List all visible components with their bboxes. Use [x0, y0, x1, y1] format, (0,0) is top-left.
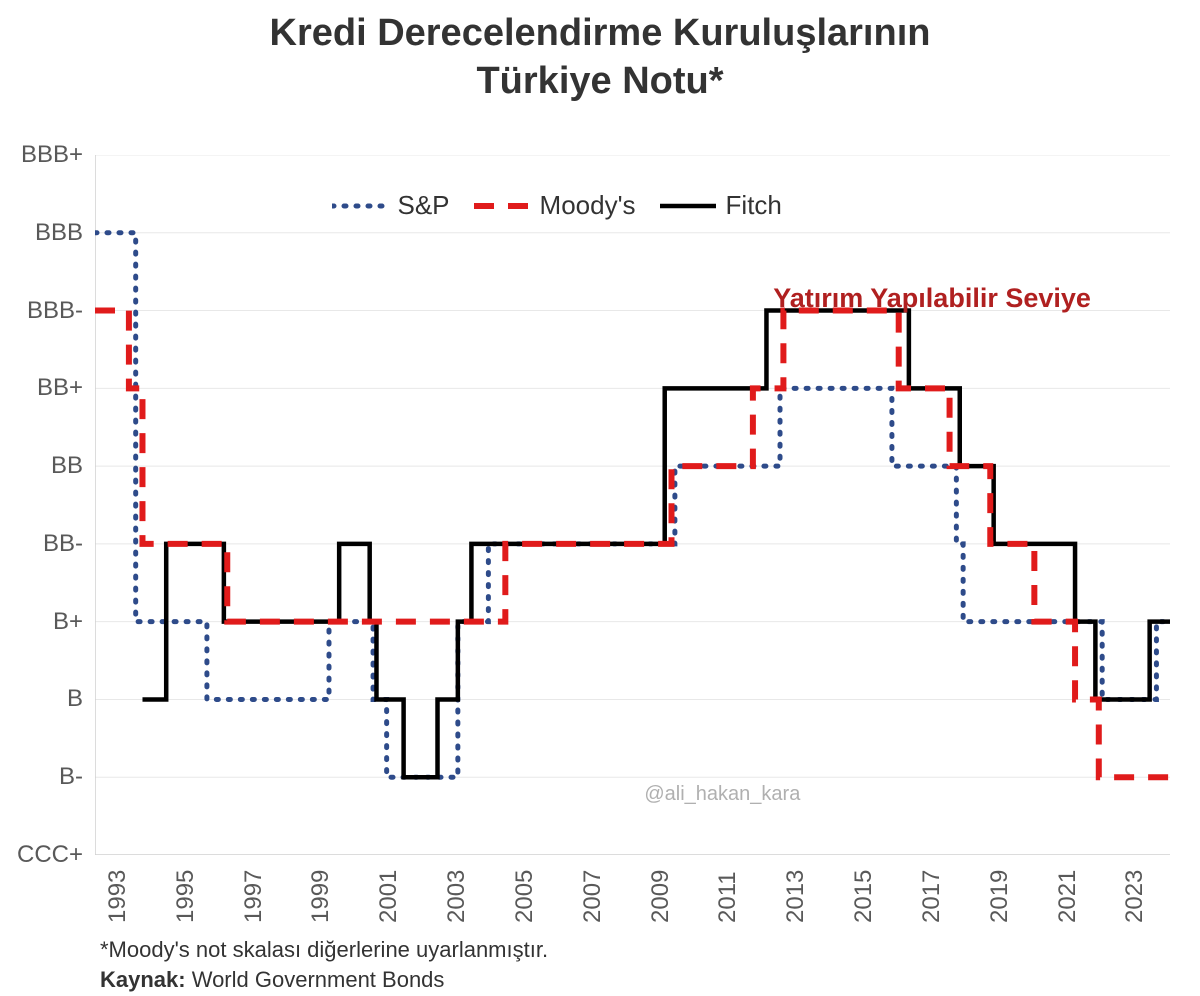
series-sp — [95, 233, 1170, 777]
footnote-moodys-scale: *Moody's not skalası diğerlerine uyarlan… — [100, 937, 548, 963]
y-tick-label: BB- — [0, 530, 83, 558]
legend-swatch-sp — [332, 199, 388, 213]
y-tick-label: B- — [0, 763, 83, 791]
y-tick-label: BBB — [0, 219, 83, 247]
chart-container: Kredi Derecelendirme Kuruluşlarının Türk… — [0, 0, 1200, 996]
chart-title: Kredi Derecelendirme Kuruluşlarının Türk… — [0, 10, 1200, 105]
title-line-1: Kredi Derecelendirme Kuruluşlarının — [270, 12, 931, 54]
x-tick-label: 2003 — [443, 870, 471, 923]
x-tick-label: 1997 — [240, 870, 268, 923]
x-tick-label: 2015 — [850, 870, 878, 923]
watermark: @ali_hakan_kara — [644, 783, 800, 806]
x-tick-label: 2005 — [511, 870, 539, 923]
legend-item-sp: S&P — [332, 190, 450, 221]
x-tick-label: 2001 — [375, 870, 403, 923]
x-tick-label: 2007 — [579, 870, 607, 923]
y-tick-label: BB+ — [0, 374, 83, 402]
x-tick-label: 2019 — [986, 870, 1014, 923]
investment-grade-annotation: Yatırım Yapılabilir Seviye — [773, 283, 1091, 314]
x-tick-label: 1993 — [104, 870, 132, 923]
title-line-2: Türkiye Notu* — [476, 60, 723, 102]
x-tick-label: 2013 — [782, 870, 810, 923]
y-tick-label: B — [0, 685, 83, 713]
legend-swatch-fitch — [660, 199, 716, 213]
x-tick-label: 2009 — [647, 870, 675, 923]
source-label: Kaynak: — [100, 967, 186, 992]
y-tick-label: BBB- — [0, 297, 83, 325]
legend-item-fitch: Fitch — [660, 190, 782, 221]
x-tick-label: 1995 — [172, 870, 200, 923]
legend-label-sp: S&P — [398, 190, 450, 221]
legend-label-moodys: Moody's — [540, 190, 636, 221]
x-tick-label: 2021 — [1054, 870, 1082, 923]
source-value: World Government Bonds — [186, 967, 445, 992]
y-tick-label: BB — [0, 452, 83, 480]
y-tick-label: B+ — [0, 608, 83, 636]
y-tick-label: CCC+ — [0, 841, 83, 869]
footnote-source: Kaynak: World Government Bonds — [100, 967, 444, 993]
x-tick-label: 1999 — [307, 870, 335, 923]
plot-area — [95, 155, 1170, 855]
y-tick-label: BBB+ — [0, 141, 83, 169]
x-tick-label: 2017 — [918, 870, 946, 923]
legend-item-moodys: Moody's — [474, 190, 636, 221]
legend-label-fitch: Fitch — [726, 190, 782, 221]
x-tick-label: 2023 — [1121, 870, 1149, 923]
legend-swatch-moodys — [474, 199, 530, 213]
legend: S&P Moody's Fitch — [332, 190, 782, 221]
x-tick-label: 2011 — [714, 871, 742, 923]
